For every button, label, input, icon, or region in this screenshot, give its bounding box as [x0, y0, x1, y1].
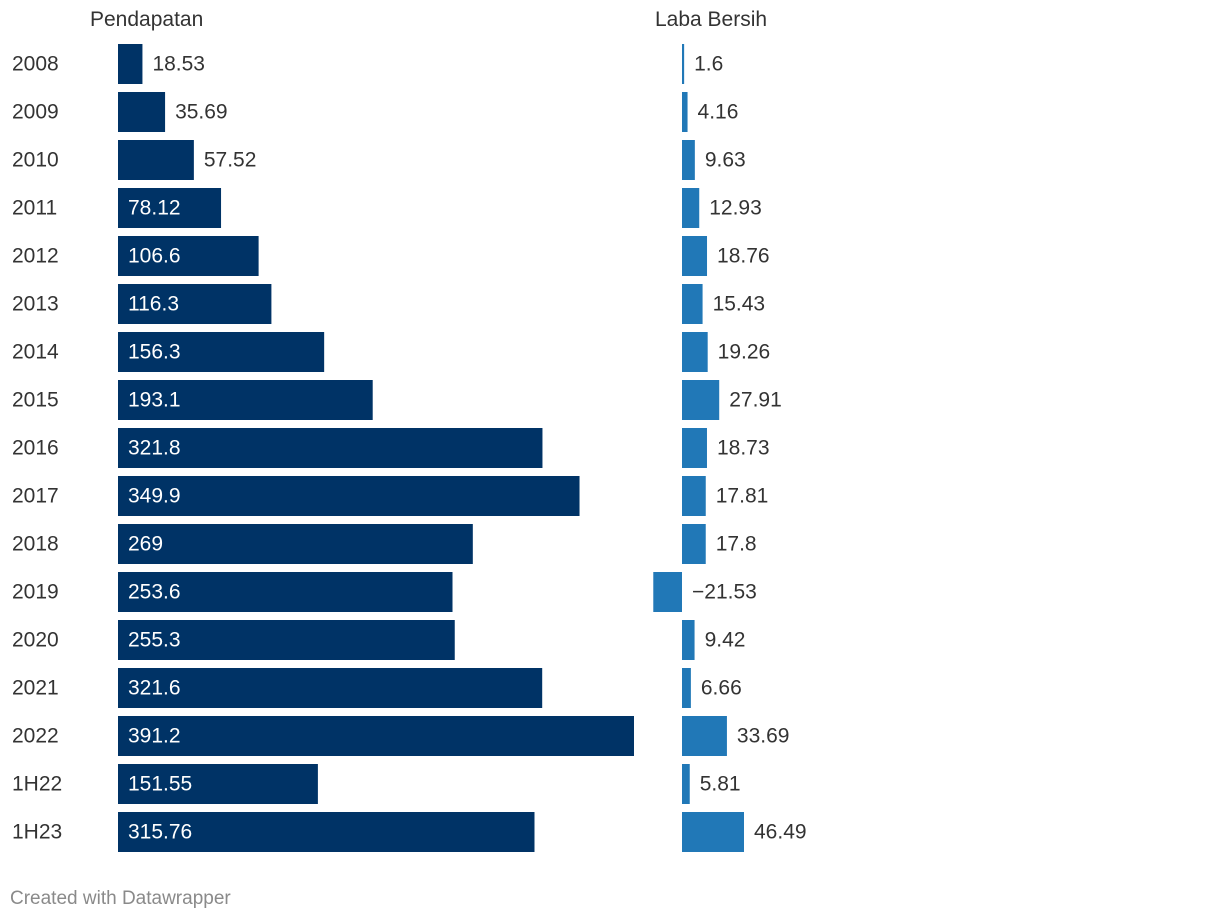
laba-bersih-value-label: 18.73 [717, 437, 770, 460]
laba-bersih-bar [682, 380, 720, 420]
category-label: 2016 [12, 437, 59, 460]
laba-bersih-value-label: 9.63 [705, 149, 746, 172]
laba-bersih-value-label: 4.16 [698, 101, 739, 124]
category-label: 2014 [12, 341, 59, 364]
pendapatan-bar [118, 668, 543, 708]
pendapatan-bar [118, 620, 455, 660]
laba-bersih-value-label: 46.49 [754, 821, 807, 844]
pendapatan-bar [118, 716, 634, 756]
laba-bersih-value-label: 17.8 [716, 533, 757, 556]
category-label: 2018 [12, 533, 59, 556]
laba-bersih-value-label: 6.66 [701, 677, 742, 700]
category-label: 2012 [12, 245, 59, 268]
laba-bersih-bar [682, 140, 695, 180]
laba-bersih-header: Laba Bersih [655, 8, 768, 31]
pendapatan-bar [118, 524, 473, 564]
pendapatan-value-label: 321.8 [128, 437, 181, 460]
category-label: 2019 [12, 581, 59, 604]
pendapatan-value-label: 315.76 [128, 821, 192, 844]
pendapatan-value-label: 391.2 [128, 725, 181, 748]
laba-bersih-bar [682, 812, 744, 852]
category-label: 2010 [12, 149, 59, 172]
category-label: 2013 [12, 293, 59, 316]
pendapatan-bar [118, 188, 222, 228]
laba-bersih-value-label: −21.53 [692, 581, 757, 604]
laba-bersih-value-label: 19.26 [718, 341, 771, 364]
pendapatan-value-label: 321.6 [128, 677, 181, 700]
pendapatan-value-label: 18.53 [152, 53, 205, 76]
pendapatan-value-label: 116.3 [128, 293, 179, 316]
pendapatan-bar [118, 428, 543, 468]
laba-bersih-bar [682, 668, 691, 708]
category-label: 1H23 [12, 821, 62, 844]
laba-bersih-value-label: 12.93 [709, 197, 762, 220]
laba-bersih-bar [682, 188, 700, 228]
category-label: 2015 [12, 389, 59, 412]
pendapatan-bar [118, 764, 318, 804]
pendapatan-value-label: 78.12 [128, 197, 181, 220]
laba-bersih-bar [682, 764, 690, 804]
pendapatan-bar [118, 572, 453, 612]
laba-bersih-value-label: 9.42 [705, 629, 746, 652]
pendapatan-bar [118, 380, 373, 420]
category-label: 2022 [12, 725, 59, 748]
pendapatan-value-label: 253.6 [128, 581, 181, 604]
category-label: 2008 [12, 53, 59, 76]
pendapatan-bar [118, 236, 259, 276]
category-label: 2021 [12, 677, 59, 700]
pendapatan-value-label: 156.3 [128, 341, 181, 364]
laba-bersih-bar [682, 284, 703, 324]
category-label: 2020 [12, 629, 59, 652]
laba-bersih-bar [682, 236, 708, 276]
laba-bersih-bar [682, 716, 727, 756]
laba-bersih-bar [682, 92, 688, 132]
laba-bersih-value-label: 17.81 [716, 485, 769, 508]
laba-bersih-bar [682, 428, 707, 468]
laba-bersih-bar [682, 44, 685, 84]
pendapatan-value-label: 255.3 [128, 629, 181, 652]
pendapatan-value-label: 269 [128, 533, 163, 556]
laba-bersih-value-label: 33.69 [737, 725, 790, 748]
laba-bersih-value-label: 1.6 [694, 53, 723, 76]
laba-bersih-bar [682, 620, 695, 660]
category-label: 2017 [12, 485, 59, 508]
pendapatan-value-label: 193.1 [128, 389, 181, 412]
laba-bersih-bar [682, 332, 708, 372]
laba-bersih-bar [653, 572, 682, 612]
pendapatan-bar [118, 92, 166, 132]
pendapatan-value-label: 106.6 [128, 245, 181, 268]
category-label: 2011 [12, 197, 57, 220]
pendapatan-value-label: 35.69 [175, 101, 228, 124]
pendapatan-value-label: 151.55 [128, 773, 192, 796]
pendapatan-bar [118, 284, 272, 324]
pendapatan-value-label: 349.9 [128, 485, 181, 508]
pendapatan-value-label: 57.52 [204, 149, 257, 172]
laba-bersih-bar [682, 524, 706, 564]
category-label: 2009 [12, 101, 59, 124]
laba-bersih-value-label: 18.76 [717, 245, 770, 268]
pendapatan-bar [118, 332, 325, 372]
laba-bersih-value-label: 5.81 [700, 773, 741, 796]
laba-bersih-value-label: 27.91 [729, 389, 782, 412]
pendapatan-bar [118, 476, 580, 516]
laba-bersih-bar [682, 476, 706, 516]
laba-bersih-value-label: 15.43 [713, 293, 766, 316]
pendapatan-bar [118, 44, 143, 84]
pendapatan-bar [118, 140, 194, 180]
pendapatan-bar [118, 812, 535, 852]
category-label: 1H22 [12, 773, 62, 796]
pendapatan-header: Pendapatan [90, 8, 204, 31]
footer-credit: Created with Datawrapper [10, 888, 231, 909]
